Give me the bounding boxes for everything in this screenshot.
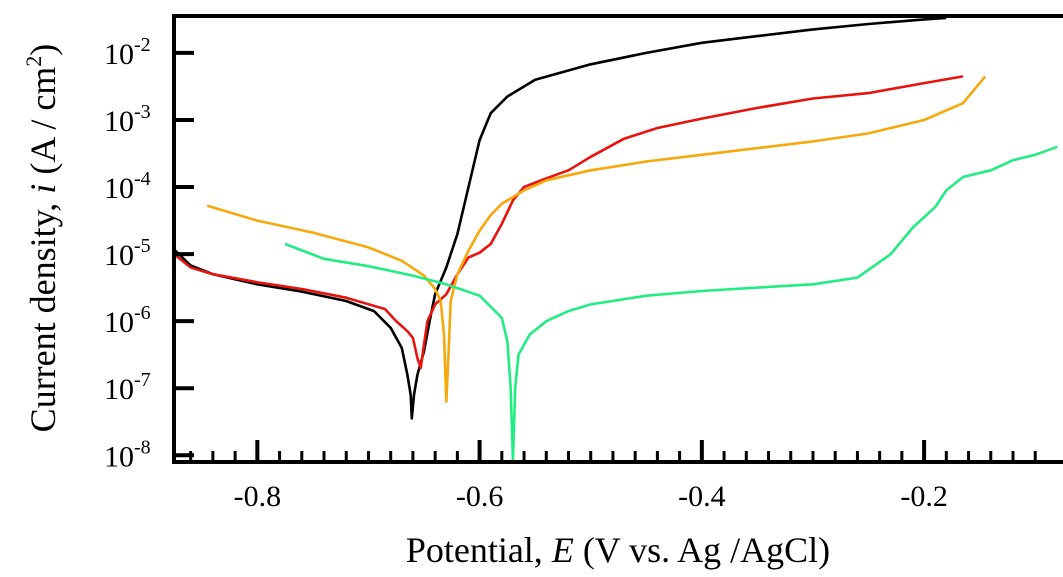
y-tick-label: 10-6 [104, 302, 151, 339]
series-line-4 [284, 145, 1058, 462]
x-axis-title: Potential, E (V vs. Ag /AgCl) [406, 530, 830, 570]
y-tick-label: 10-2 [104, 34, 151, 71]
x-tick-label: -0.8 [234, 480, 282, 513]
y-axis-title: Current density, i (A / cm2) [21, 44, 63, 433]
x-tick-label: -0.6 [456, 480, 504, 513]
y-tick-label: 10-3 [104, 101, 151, 138]
axis-ticks [174, 50, 1037, 462]
x-tick-labels: -0.8 -0.6 -0.4 -0.2 [234, 480, 948, 513]
x-tick-label: -0.4 [678, 480, 726, 513]
y-tick-label: 10-4 [104, 168, 151, 205]
y-tick-label: 10-7 [104, 369, 151, 406]
series-line-3 [206, 75, 987, 403]
x-tick-label: -0.2 [900, 480, 948, 513]
series-line-1 [174, 16, 947, 420]
y-tick-label: 10-8 [104, 436, 151, 473]
series-line-2 [174, 75, 964, 370]
y-tick-labels: 10-8 10-7 10-6 10-5 10-4 10-3 10-2 [104, 34, 151, 473]
y-tick-label: 10-5 [104, 235, 151, 272]
series-layer [174, 16, 1058, 462]
